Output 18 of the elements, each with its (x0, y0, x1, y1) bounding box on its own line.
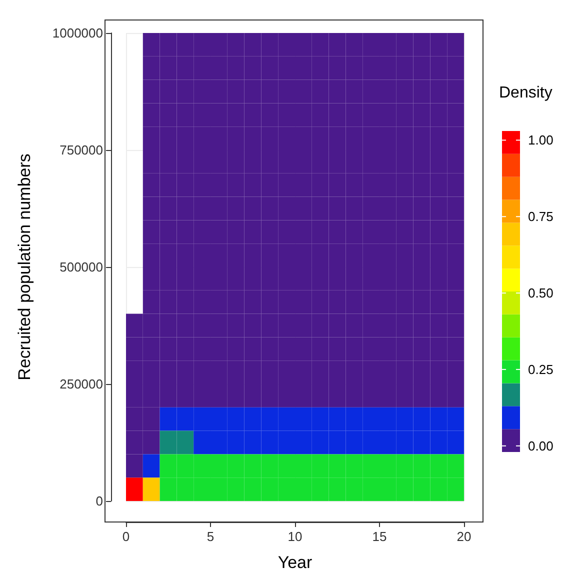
color-bar-label: 1.00 (528, 132, 554, 148)
x-tick-label: 20 (456, 529, 472, 544)
y-tick-label: 500000 (60, 260, 103, 274)
color-bar-title: Density (499, 84, 552, 102)
x-axis-title: Year (278, 553, 313, 572)
x-tick-label: 10 (288, 529, 302, 544)
y-axis-title: Recruited population numbers (15, 154, 34, 380)
y-tick-label: 250000 (60, 376, 103, 392)
y-tick-label: 1000000 (52, 26, 103, 40)
y-tick-label: 750000 (60, 142, 103, 158)
color-bar-label: 0.25 (528, 362, 554, 377)
x-tick-label: 5 (206, 529, 214, 544)
color-bar-label: 0.50 (528, 286, 554, 301)
color-bar-label: 0.75 (528, 209, 554, 224)
y-tick-label: 0 (96, 494, 103, 508)
color-bar-label: 0.00 (528, 438, 554, 454)
x-tick-label: 0 (122, 529, 130, 544)
x-tick-label: 15 (372, 529, 387, 544)
